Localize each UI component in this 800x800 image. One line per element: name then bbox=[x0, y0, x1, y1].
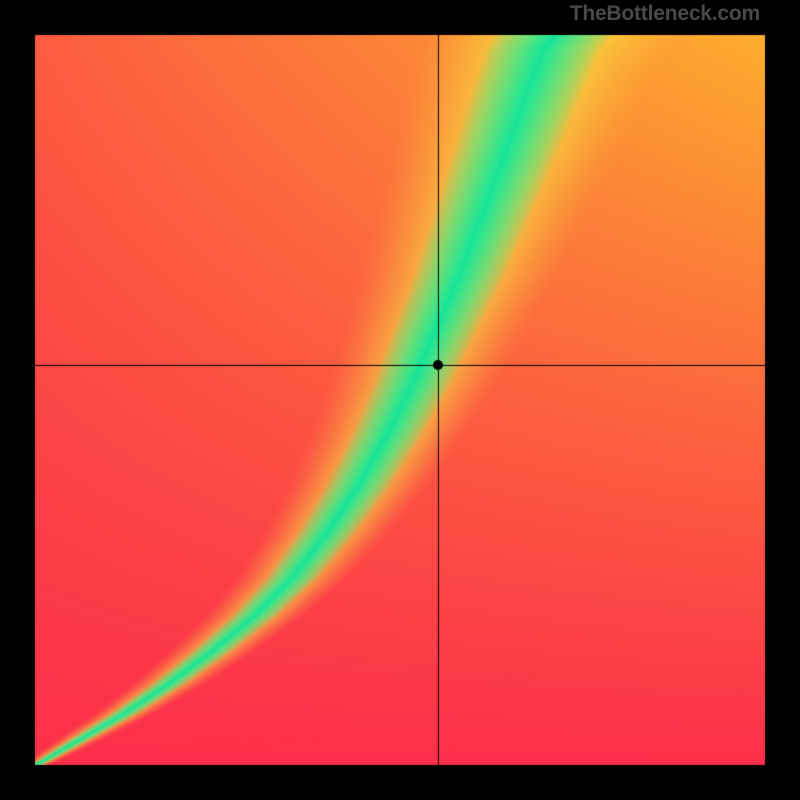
watermark-text: TheBottleneck.com bbox=[570, 2, 760, 26]
heatmap-canvas bbox=[0, 0, 800, 800]
chart-container: TheBottleneck.com bbox=[0, 0, 800, 800]
